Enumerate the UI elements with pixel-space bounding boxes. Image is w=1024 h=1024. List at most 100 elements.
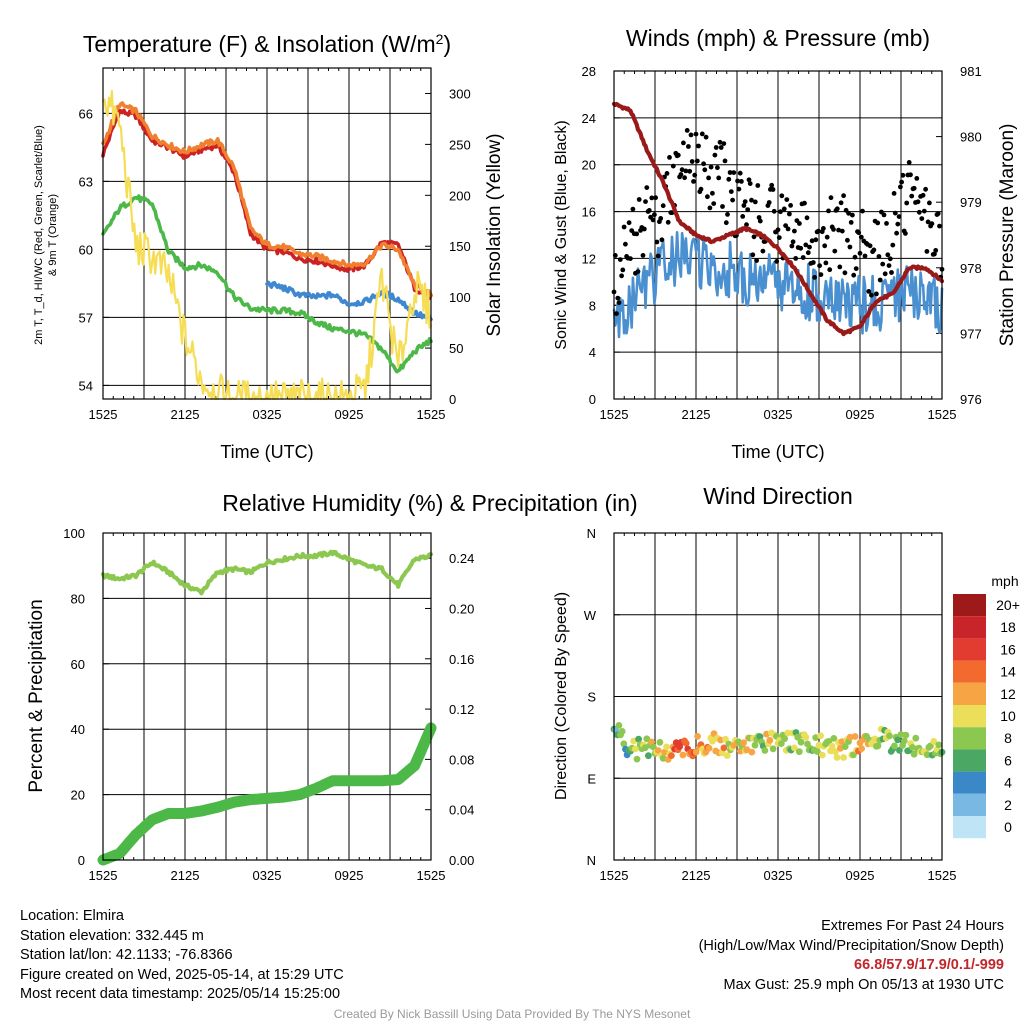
wind-gust-point [722, 158, 728, 164]
wind-xtick-label: 1525 [928, 407, 957, 422]
dir-point [784, 729, 792, 737]
wind-gust-point [848, 220, 854, 225]
dir-point [615, 722, 623, 729]
dir-legend-label: 4 [1004, 775, 1012, 791]
wind-gust-point [679, 167, 685, 173]
wind-gust-point [739, 179, 744, 184]
dir-ytick-label: N [587, 526, 596, 541]
wind-gust-point [911, 185, 917, 191]
temp-xtick-label: 0325 [253, 407, 282, 422]
wind-gust-point [842, 270, 848, 276]
wind-gust-point [681, 140, 686, 146]
dir-point [668, 752, 675, 759]
temp-y2tick-label: 200 [449, 188, 471, 203]
wind-gust-point [649, 195, 655, 201]
wind-gust-point [885, 252, 891, 258]
dir-xtick-label: 0325 [764, 868, 793, 883]
temp-y2tick-label: 50 [449, 341, 463, 356]
rh-y2tick-label: 0.24 [449, 551, 474, 566]
wind-gust-point [899, 179, 904, 185]
temp-xtick-label: 0925 [335, 407, 364, 422]
dir-point [631, 745, 639, 753]
wind-gust-point [932, 251, 937, 257]
dir-point [751, 741, 759, 749]
wind-gust-point [896, 214, 902, 220]
wind-gust-point [644, 185, 650, 191]
wind-gust-point [707, 205, 713, 211]
wind-gust-point [766, 200, 772, 205]
wind-gust-point [740, 214, 746, 219]
dir-point [795, 748, 803, 756]
extremes-title: Extremes For Past 24 Hours [821, 918, 1004, 934]
temp-title-superscript: 2 [436, 31, 444, 47]
wind-gust-point [683, 168, 689, 174]
dir-point [748, 748, 756, 756]
rh-ytick-label: 20 [71, 788, 85, 803]
dir-point [709, 737, 716, 745]
wind-gust-point [658, 216, 664, 221]
wind-gust-point [788, 203, 793, 208]
wind-gust-point [720, 204, 725, 209]
wind-gust-point [804, 215, 810, 221]
wind-gust-point [641, 226, 647, 232]
wind-gust-point [614, 311, 619, 316]
wind-gust-point [908, 172, 913, 178]
wind-gust-point [800, 255, 806, 260]
dir-point [935, 741, 943, 749]
wind-gust-point [817, 263, 822, 269]
temp-ytick-label: 57 [79, 310, 93, 325]
wind-gust-point [628, 256, 633, 261]
dir-point [635, 735, 642, 743]
temp-y2tick-label: 300 [449, 86, 471, 101]
wind-gust-point [682, 175, 687, 181]
wind-gust-point [754, 258, 759, 263]
temp-y2tick-label: 0 [449, 392, 456, 407]
dir-point [930, 738, 938, 745]
wind-gust-point [643, 199, 648, 205]
wind-ytick-label: 28 [582, 64, 596, 79]
rh-series-precipitation [97, 722, 437, 866]
wind-gust-point [894, 230, 899, 236]
wind-gust-point [813, 237, 819, 243]
wind-gust-point [877, 277, 883, 283]
dir-legend-swatch [953, 638, 986, 661]
wind-ylabel2: Station Pressure (Maroon) [997, 124, 1018, 347]
wind-gust-point [845, 237, 850, 243]
temp-series-solar-insolation [101, 90, 433, 401]
wind-gust-point [757, 218, 763, 224]
wind-gust-point [919, 216, 925, 222]
dir-point [910, 750, 918, 758]
station-elevation: Station elevation: 332.445 m [20, 927, 204, 944]
dir-point [814, 748, 821, 755]
wind-gust-point [708, 164, 714, 170]
wind-gust-point [937, 223, 942, 229]
dir-point [850, 751, 857, 759]
station-latlon: Station lat/lon: 42.1133; -76.8366 [20, 947, 233, 963]
wind-gust-point [823, 260, 829, 266]
wind-gust-point [741, 203, 747, 208]
wind-gust-point [667, 155, 672, 160]
wind-gust-point [710, 190, 715, 196]
wind-gust-point [882, 271, 888, 277]
rh-y2tick-label: 0.20 [449, 601, 474, 616]
wind-gust-point [711, 201, 717, 207]
wind-xtick-label: 0925 [846, 407, 875, 422]
wind-gust-point [805, 250, 811, 256]
wind-gust-point [692, 172, 698, 178]
temp-ylabel2: Solar Insolation (Yellow) [484, 133, 505, 336]
wind-gust-point [713, 145, 719, 150]
wind-gust-point [705, 194, 710, 200]
dir-point [828, 742, 836, 750]
dir-point [656, 738, 664, 746]
wind-gust-point [723, 220, 729, 226]
rh-plot-frame [102, 532, 432, 861]
wind-gust-point [701, 161, 706, 167]
wind-gust-point [921, 208, 927, 214]
wind-gust-point [903, 231, 908, 236]
wind-gust-point [797, 221, 802, 226]
wind-gust-point [924, 249, 930, 254]
temp-ylabel-line1: 2m T, T_d, HI/WC (Red, Green, Scarlet/Bl… [33, 125, 45, 345]
wind-gust-point [626, 220, 632, 226]
wind-gust-point [737, 170, 743, 176]
wind-gust-point [616, 300, 622, 306]
